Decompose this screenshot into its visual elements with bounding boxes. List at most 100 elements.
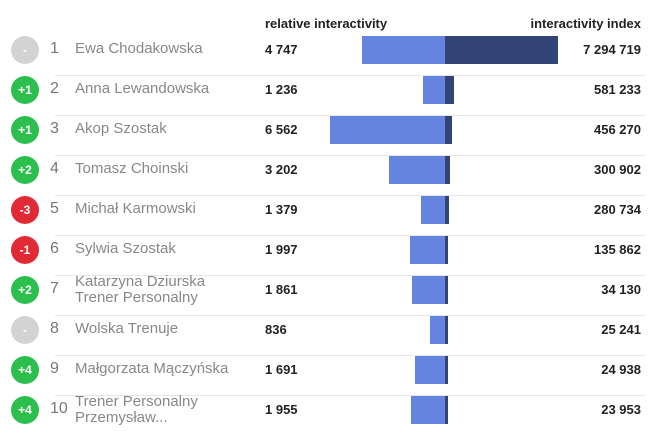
table-row: +4 9 Małgorzata Mączyńska 1 691 24 938	[0, 350, 659, 396]
rank-number: 2	[50, 80, 59, 97]
index-bar	[445, 316, 448, 344]
profile-name[interactable]: Michał Karmowski	[75, 201, 255, 217]
relative-bar	[430, 316, 445, 344]
relative-value: 1 997	[265, 242, 298, 257]
index-bar	[445, 396, 448, 424]
rank-number: 5	[50, 200, 59, 217]
index-bar	[445, 276, 448, 304]
relative-value: 1 691	[265, 362, 298, 377]
rank-change-badge: -3	[11, 196, 39, 224]
profile-name[interactable]: Akop Szostak	[75, 121, 255, 137]
relative-value: 3 202	[265, 162, 298, 177]
name-line: Ewa Chodakowska	[75, 40, 203, 57]
rank-change-badge: +4	[11, 396, 39, 424]
relative-value: 1 955	[265, 402, 298, 417]
index-bar	[445, 356, 448, 384]
profile-name[interactable]: Trener Personalny Przemysław...	[75, 394, 255, 426]
relative-bar	[389, 156, 445, 184]
profile-name[interactable]: Wolska Trenuje	[75, 321, 255, 337]
relative-bar	[420, 196, 445, 224]
table-row: +2 7 Katarzyna Dziurska Trener Personalny…	[0, 270, 659, 316]
index-value: 135 862	[594, 242, 641, 257]
table-row: +4 10 Trener Personalny Przemysław... 1 9…	[0, 390, 659, 430]
row-divider	[55, 315, 645, 316]
relative-value: 836	[265, 322, 287, 337]
relative-value: 1 379	[265, 202, 298, 217]
relative-bar	[415, 356, 445, 384]
rank-change-badge: +1	[11, 116, 39, 144]
index-bar	[445, 76, 454, 104]
name-line: Sylwia Szostak	[75, 240, 176, 257]
profile-name[interactable]: Małgorzata Mączyńska	[75, 361, 255, 377]
relative-bar	[362, 36, 445, 64]
profile-name[interactable]: Sylwia Szostak	[75, 241, 255, 257]
index-header: interactivity index	[530, 16, 641, 31]
relative-value: 4 747	[265, 42, 298, 57]
rank-change-badge: +2	[11, 276, 39, 304]
table-row: - 8 Wolska Trenuje 836 25 241	[0, 310, 659, 356]
relative-bar	[410, 236, 445, 264]
table-row: -3 5 Michał Karmowski 1 379 280 734	[0, 190, 659, 236]
rank-change-badge: +1	[11, 76, 39, 104]
index-value: 25 241	[601, 322, 641, 337]
name-line: Trener Personalny	[75, 393, 198, 410]
index-value: 280 734	[594, 202, 641, 217]
index-value: 456 270	[594, 122, 641, 137]
relative-value: 1 236	[265, 82, 298, 97]
row-divider	[55, 115, 645, 116]
index-value: 23 953	[601, 402, 641, 417]
relative-value: 6 562	[265, 122, 298, 137]
profile-name[interactable]: Anna Lewandowska	[75, 81, 255, 97]
name-line: Trener Personalny	[75, 289, 198, 306]
table-row: +2 4 Tomasz Choinski 3 202 300 902	[0, 150, 659, 196]
rank-change-badge: +4	[11, 356, 39, 384]
rank-change-badge: +2	[11, 156, 39, 184]
rank-change-badge: -	[11, 316, 39, 344]
rank-number: 3	[50, 120, 59, 137]
relative-bar	[410, 396, 445, 424]
index-value: 7 294 719	[583, 42, 641, 57]
relative-bar	[330, 116, 445, 144]
relative-bar	[412, 276, 445, 304]
row-divider	[55, 75, 645, 76]
index-bar	[445, 36, 558, 64]
rank-number: 6	[50, 240, 59, 257]
row-divider	[55, 155, 645, 156]
name-line: Anna Lewandowska	[75, 80, 210, 97]
profile-name[interactable]: Katarzyna Dziurska Trener Personalny	[75, 274, 255, 306]
row-divider	[55, 235, 645, 236]
index-bar	[445, 236, 448, 264]
relative-bar	[423, 76, 445, 104]
profile-name[interactable]: Tomasz Choinski	[75, 161, 255, 177]
name-line: Wolska Trenuje	[75, 320, 179, 337]
index-value: 24 938	[601, 362, 641, 377]
rank-number: 10	[50, 400, 68, 417]
row-divider	[55, 275, 645, 276]
name-line: Małgorzata Mączyńska	[75, 360, 229, 377]
rank-change-badge: -	[11, 36, 39, 64]
relative-value: 1 861	[265, 282, 298, 297]
index-value: 581 233	[594, 82, 641, 97]
table-row: -1 6 Sylwia Szostak 1 997 135 862	[0, 230, 659, 276]
name-line: Przemysław...	[75, 409, 168, 426]
rank-number: 8	[50, 320, 59, 337]
rank-number: 1	[50, 40, 59, 57]
rank-number: 9	[50, 360, 59, 377]
rank-change-badge: -1	[11, 236, 39, 264]
rank-number: 4	[50, 160, 59, 177]
profile-name[interactable]: Ewa Chodakowska	[75, 41, 255, 57]
relative-header: relative interactivity	[265, 16, 388, 31]
table-row: - 1 Ewa Chodakowska 4 747 7 294 719	[0, 30, 659, 76]
table-row: +1 2 Anna Lewandowska 1 236 581 233	[0, 70, 659, 116]
rank-number: 7	[50, 280, 59, 297]
name-line: Katarzyna Dziurska	[75, 273, 206, 290]
table-row: +1 3 Akop Szostak 6 562 456 270	[0, 110, 659, 156]
name-line: Tomasz Choinski	[75, 160, 189, 177]
index-value: 300 902	[594, 162, 641, 177]
name-line: Michał Karmowski	[75, 200, 196, 217]
index-bar	[445, 196, 450, 224]
name-line: Akop Szostak	[75, 120, 167, 137]
row-divider	[55, 395, 645, 396]
index-bar	[445, 116, 453, 144]
index-bar	[445, 156, 450, 184]
